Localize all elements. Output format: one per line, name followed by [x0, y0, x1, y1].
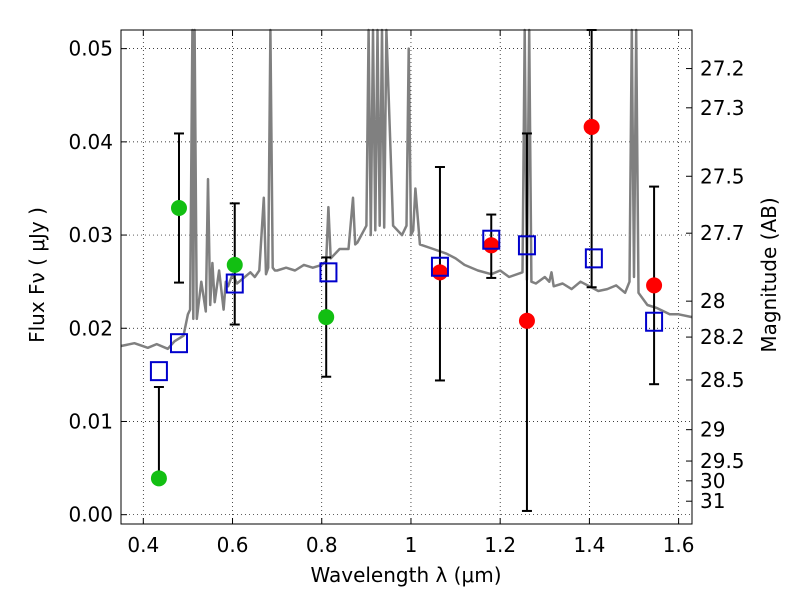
y2-tick-label: 28 — [700, 289, 725, 313]
data-point — [150, 470, 167, 487]
y-axis-label: Flux Fν ( μJy ) — [25, 207, 49, 343]
y2-tick-label: 29 — [700, 418, 725, 442]
data-point — [226, 256, 243, 273]
model-point — [645, 311, 664, 332]
model-point — [517, 235, 536, 256]
x-tick-label: 0.8 — [306, 533, 338, 557]
y-tick-label: 0.04 — [68, 130, 113, 154]
y2-tick-label: 27.3 — [700, 96, 745, 120]
model-point — [169, 333, 188, 354]
y2-tick-label: 31 — [700, 489, 725, 513]
x-tick-label: 1 — [405, 533, 418, 557]
y2-tick-label: 27.5 — [700, 164, 745, 188]
y-tick-label: 0.01 — [68, 409, 113, 433]
x-tick-label: 0.6 — [217, 533, 249, 557]
data-point — [483, 237, 500, 254]
y-tick-label: 0.05 — [68, 37, 113, 61]
x-tick-label: 0.4 — [127, 533, 159, 557]
data-point — [431, 264, 448, 281]
spectrum-layer — [120, 28, 693, 351]
model-point — [430, 256, 449, 277]
y2-tick-label: 27.7 — [700, 221, 745, 245]
data-point — [170, 200, 187, 217]
data-point — [646, 277, 663, 294]
y-tick-label: 0.00 — [68, 503, 113, 527]
model-point — [319, 262, 338, 283]
y2-tick-label: 28.2 — [700, 325, 745, 349]
y2-tick-label: 28.5 — [700, 368, 745, 392]
data-point — [583, 118, 600, 135]
y2-tick-label: 30 — [700, 469, 725, 493]
data-point — [518, 312, 535, 329]
y2-tick-label: 27.2 — [700, 57, 745, 81]
y-tick-label: 0.02 — [68, 316, 113, 340]
y-tick-label: 0.03 — [68, 223, 113, 247]
x-axis-label: Wavelength λ (μm) — [310, 563, 501, 587]
x-tick-label: 1.6 — [663, 533, 695, 557]
x-tick-label: 1.2 — [484, 533, 516, 557]
data-point — [318, 309, 335, 326]
plot-frame — [120, 29, 693, 525]
y2-tick-label: 29.5 — [700, 449, 745, 473]
y2-axis-label: Magnitude (AB) — [757, 197, 781, 352]
model-point — [149, 361, 168, 382]
tick-layer: 0.4 0.6 0.8 1 1.2 1.4 1.6 0.00 0.01 0.02 0.03 0.04 0… — [68, 30, 745, 557]
marker-layer — [149, 118, 664, 487]
model-point — [225, 273, 244, 294]
x-tick-label: 1.4 — [573, 533, 605, 557]
spectrum-line — [120, 28, 693, 351]
model-point — [482, 229, 501, 250]
model-point — [584, 248, 603, 269]
